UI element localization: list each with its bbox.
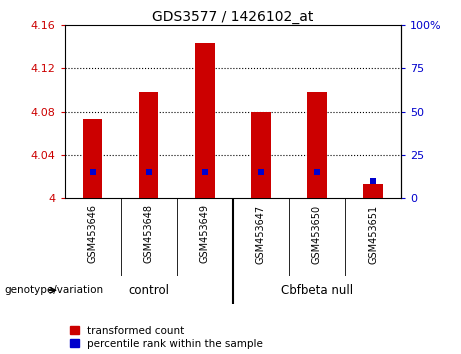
Title: GDS3577 / 1426102_at: GDS3577 / 1426102_at	[152, 10, 313, 24]
Text: control: control	[128, 284, 169, 297]
Text: genotype/variation: genotype/variation	[5, 285, 104, 295]
Bar	[195, 43, 214, 198]
Bar	[251, 112, 271, 198]
Bar	[363, 184, 383, 198]
Text: GSM453650: GSM453650	[312, 205, 322, 264]
Text: GSM453649: GSM453649	[200, 205, 210, 263]
Text: GSM453648: GSM453648	[144, 205, 154, 263]
Text: GSM453646: GSM453646	[88, 205, 98, 263]
Bar	[139, 92, 159, 198]
Text: Cbfbeta null: Cbfbeta null	[281, 284, 353, 297]
Text: GSM453647: GSM453647	[256, 205, 266, 264]
Bar	[83, 119, 102, 198]
Bar	[307, 92, 327, 198]
Text: GSM453651: GSM453651	[368, 205, 378, 264]
Legend: transformed count, percentile rank within the sample: transformed count, percentile rank withi…	[70, 326, 263, 349]
